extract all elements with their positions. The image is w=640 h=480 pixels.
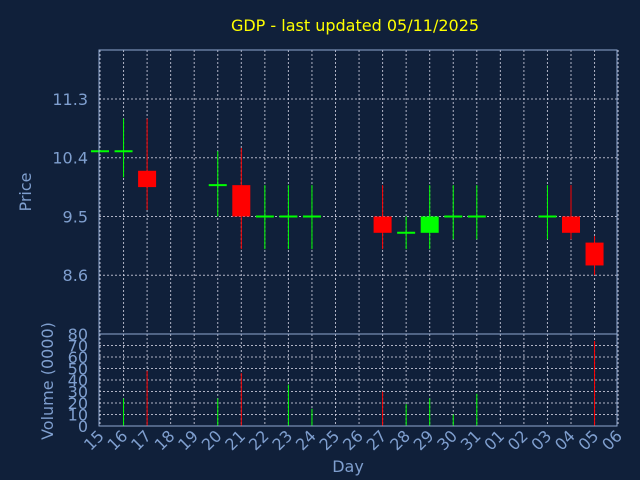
volume-bars xyxy=(123,340,596,426)
candle-body xyxy=(562,216,580,233)
volume-tick-label: 30 xyxy=(68,383,88,402)
volume-tick-label: 20 xyxy=(68,394,88,413)
candle-body xyxy=(585,242,604,266)
chart-title: GDP - last updated 05/11/2025 xyxy=(231,16,479,35)
price-tick-labels: 11.3 10.4 9.5 8.6 xyxy=(52,90,88,285)
volume-panel-frame xyxy=(98,333,618,427)
x-tick-label: 06 xyxy=(598,426,626,454)
volume-tick-label: 70 xyxy=(68,337,88,356)
candle-body xyxy=(232,185,251,217)
x-axis-label: Day xyxy=(332,457,364,476)
price-tick-label: 11.3 xyxy=(52,90,88,109)
price-panel-frame xyxy=(98,49,618,335)
candles xyxy=(91,118,604,276)
price-tick-label: 10.4 xyxy=(52,149,88,168)
volume-axis-label: Volume (0000) xyxy=(38,322,57,440)
price-tick-label: 8.6 xyxy=(63,266,88,285)
volume-gridlines xyxy=(99,333,619,427)
volume-tick-label: 0 xyxy=(78,417,88,436)
price-tick-label: 9.5 xyxy=(63,207,88,226)
volume-tick-label: 50 xyxy=(68,360,88,379)
candle-body xyxy=(420,216,439,233)
candle-body xyxy=(138,170,157,188)
x-tick-labels: 1516171819202122232425262728293031010203… xyxy=(80,426,626,454)
volume-tick-label: 60 xyxy=(68,348,88,367)
candle-body xyxy=(373,216,392,233)
price-axis-label: Price xyxy=(16,172,35,211)
volume-tick-label: 10 xyxy=(68,406,88,425)
volume-tick-label: 40 xyxy=(68,371,88,390)
price-gridlines xyxy=(99,50,619,334)
volume-tick-label: 80 xyxy=(68,325,88,344)
